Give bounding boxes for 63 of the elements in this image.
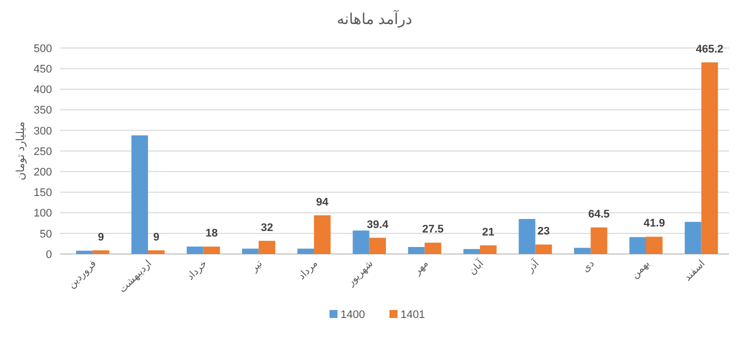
data-label: 41.9: [644, 218, 666, 230]
data-label: 465.2: [696, 43, 724, 56]
y-tick-label: 200: [34, 166, 52, 178]
data-label: 94: [316, 196, 330, 208]
bar: [314, 215, 331, 254]
data-label: 27.5: [422, 224, 444, 236]
y-tick-label: 350: [34, 104, 52, 117]
bar: [646, 236, 663, 254]
bar: [408, 246, 425, 254]
x-tick-label: دی: [580, 258, 597, 275]
y-tick-label: 0: [46, 248, 52, 261]
y-tick-label: 100: [34, 208, 52, 220]
legend-label: 1400: [340, 309, 365, 321]
x-tick-label: بهمن: [630, 258, 652, 281]
bar: [629, 237, 646, 254]
y-tick-label: 250: [34, 146, 52, 158]
bar: [92, 250, 110, 254]
data-label: 32: [260, 222, 274, 234]
bar: [463, 249, 480, 254]
y-tick-label: 400: [34, 84, 52, 96]
bar: [258, 240, 276, 254]
bar: [684, 222, 702, 254]
bar: [131, 135, 148, 254]
bar: [369, 238, 386, 254]
x-tick-label: اردیبهشت: [117, 258, 154, 296]
x-tick-label: آبان: [466, 256, 487, 278]
data-label: 64.5: [588, 208, 610, 220]
y-tick-label: 500: [34, 42, 52, 55]
data-label: 39.4: [366, 218, 390, 231]
data-label: 18: [206, 228, 218, 240]
x-tick-label: شهریور: [344, 258, 376, 289]
x-tick-label: خرداد: [185, 258, 210, 283]
data-label: 9: [98, 231, 104, 244]
y-tick-label: 50: [40, 228, 52, 240]
y-tick-label: 300: [34, 125, 52, 138]
bar: [424, 242, 442, 254]
bar: [480, 245, 497, 254]
x-tick-label: مهر: [411, 258, 431, 278]
bar: [242, 248, 259, 254]
bar: [186, 246, 204, 254]
x-tick-label: تیر: [248, 258, 265, 275]
y-axis-title: میلیارد تومان: [15, 121, 27, 180]
legend-label: 1401: [400, 309, 425, 321]
data-label: 21: [482, 226, 494, 238]
y-tick-label: 150: [34, 187, 52, 200]
data-label: 9: [153, 231, 160, 244]
bar: [148, 250, 165, 254]
bar: [76, 250, 93, 254]
bar: [352, 230, 370, 254]
data-label: 23: [538, 226, 550, 238]
bar: [535, 244, 552, 254]
x-tick-label: فروردین: [66, 258, 99, 291]
x-tick-label: آذر: [523, 256, 542, 276]
chart-title: درآمد ماهانه: [336, 9, 412, 28]
bar: [518, 218, 536, 254]
bar: [574, 248, 591, 254]
y-tick-label: 450: [34, 63, 52, 76]
bar: [297, 248, 314, 254]
x-tick-label: اسفند: [682, 258, 708, 284]
x-tick-label: مرداد: [296, 258, 320, 282]
bar: [590, 227, 608, 254]
bar: [701, 62, 718, 254]
bar: [203, 246, 220, 254]
